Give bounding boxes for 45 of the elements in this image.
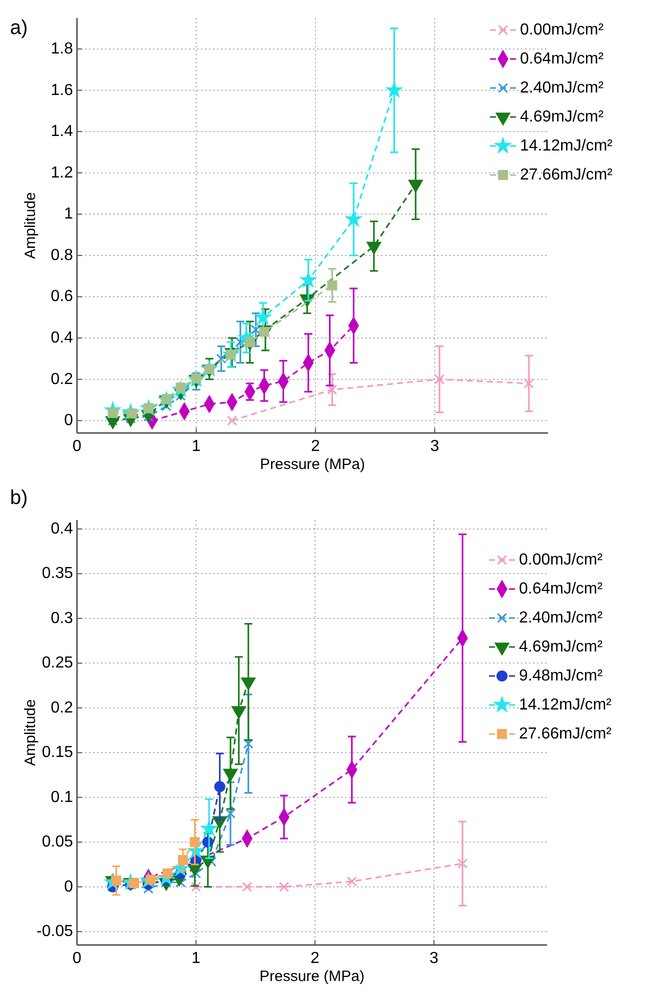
y-axis-title: Amplitude [22,699,39,766]
legend-label: 2.40mJ/cm² [519,610,604,626]
y-axis-title: Amplitude [22,192,39,259]
y-tick-label: 0.35 [42,565,74,582]
x-axis-title: Pressure (MPa) [259,968,365,985]
chart-title: a) [10,17,28,39]
x-tick-label: 2 [311,438,320,455]
y-tick-label: 1.8 [50,40,74,58]
y-tick-label: 0.15 [42,744,74,762]
x-tick-label: 3 [430,438,440,455]
legend-label: 14.12mJ/cm² [520,138,614,154]
y-tick-label: 1.4 [50,123,74,140]
y-tick-label: 0 [64,412,74,430]
chart-title: b) [10,487,28,509]
legend-label: 4.69mJ/cm² [520,108,604,126]
y-tick-label: 0.2 [50,370,74,388]
legend-label: 2.40mJ/cm² [520,80,604,96]
y-tick-label: -0.05 [36,923,74,940]
legend-label: 0.00mJ/cm² [520,22,604,38]
legend-label: 27.66mJ/cm² [519,726,612,742]
y-tick-label: 0.3 [50,610,74,627]
y-tick-label: 1.2 [50,164,74,182]
x-tick-label: 1 [192,950,201,967]
y-tick-label: 0.25 [42,654,74,672]
x-tick-label: 2 [310,950,320,967]
y-tick-label: 1.6 [50,82,74,99]
legend-label: 0.64mJ/cm² [519,580,604,598]
legend-label: 0.64mJ/cm² [520,50,604,68]
x-tick-label: 1 [192,438,201,455]
y-tick-label: 1 [64,206,74,223]
x-axis-title: Pressure (MPa) [260,456,366,473]
legend-label: 14.12mJ/cm² [519,696,612,714]
y-tick-label: 0 [64,878,74,896]
y-tick-label: 0.4 [50,330,74,347]
y-tick-label: 0.2 [50,699,74,716]
x-tick-label: 3 [430,950,439,967]
y-tick-label: 0.4 [50,520,74,538]
y-tick-label: 0.6 [50,288,74,306]
y-tick-label: 0.8 [50,246,74,264]
y-tick-label: 0.1 [50,788,74,806]
legend-label: 9.48mJ/cm² [519,668,604,684]
legend-label: 0.00mJ/cm² [519,552,604,568]
legend-label: 4.69mJ/cm² [519,638,604,656]
y-tick-label: 0.05 [42,834,74,851]
legend-label: 27.66mJ/cm² [520,166,614,184]
